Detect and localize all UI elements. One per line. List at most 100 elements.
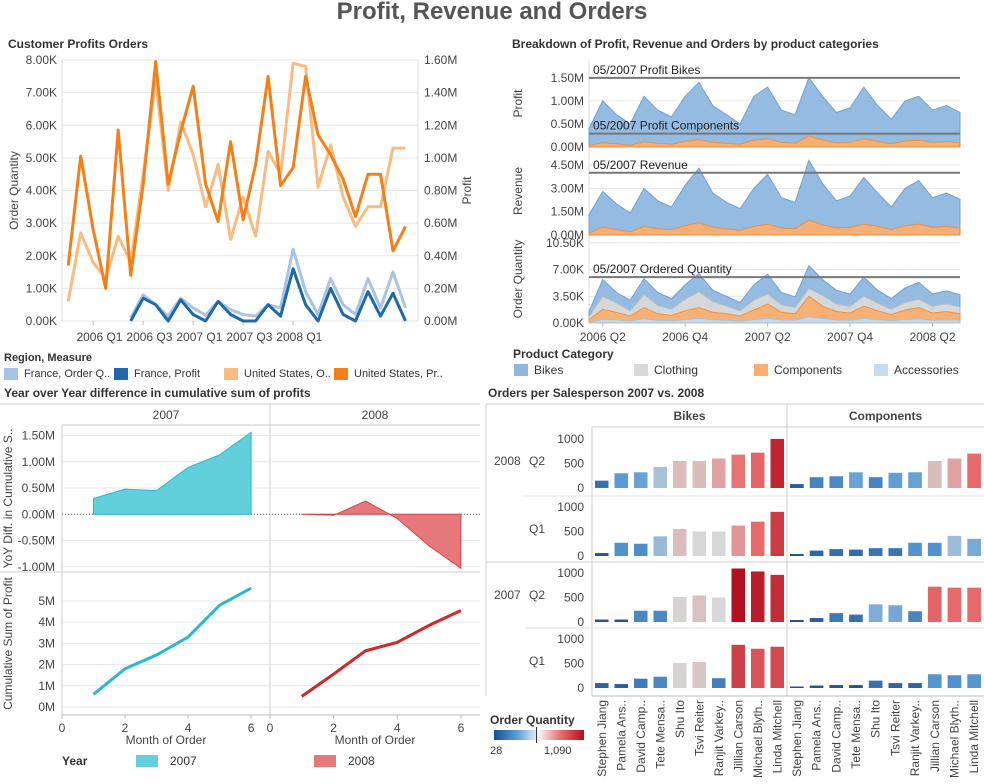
- row-axis-title: Revenue: [511, 167, 525, 215]
- facet-header: 2007: [153, 408, 180, 422]
- y-axis-title: Order Quantity: [7, 151, 21, 230]
- bar-components: [809, 477, 824, 488]
- x-tick-label: 2008 Q2: [909, 330, 955, 344]
- legend-swatch: [334, 368, 348, 380]
- legend-item-us-order[interactable]: United States, O..: [224, 368, 331, 380]
- y-tick-label: 500: [564, 456, 584, 470]
- y2-tick-label: 0.60M: [424, 216, 457, 230]
- x-tick-label: 2007 Q1: [176, 330, 222, 344]
- legend-label: United States, O..: [244, 368, 331, 380]
- legend-swatch: [754, 364, 768, 376]
- bar-components: [849, 685, 863, 688]
- y-tick-label: 1.00K: [26, 281, 57, 295]
- bar-bikes: [614, 684, 628, 688]
- breakdown-panel-title: Breakdown of Profit, Revenue and Orders …: [512, 37, 879, 51]
- bar-components: [888, 605, 903, 622]
- bar-bikes: [692, 461, 706, 488]
- gradient-marker: [536, 727, 537, 743]
- bar-components: [888, 683, 903, 688]
- reference-line-label: 05/2007 Profit Components: [593, 119, 739, 133]
- salesperson-panel-title: Orders per Salesperson 2007 vs. 2008: [488, 386, 705, 400]
- y2-tick-label: 1.00M: [424, 151, 457, 165]
- bar-components: [927, 586, 942, 622]
- legend-label: Bikes: [534, 363, 564, 377]
- bar-components: [829, 613, 844, 622]
- y-tick-label: 0.00M: [22, 507, 55, 521]
- legend-item-clothing[interactable]: Clothing: [634, 363, 698, 377]
- bar-bikes: [614, 542, 628, 556]
- legend-item-us-profit[interactable]: United States, Pr..: [334, 368, 443, 380]
- bar-bikes: [595, 480, 609, 488]
- bar-bikes: [614, 473, 628, 488]
- yoy-chart[interactable]: 2007 2008 -1.00M -0.50M 0.00M 0.50M 1.00M 1.50M…: [0, 0, 480, 784]
- legend-item-france-profit[interactable]: France, Profit: [114, 368, 200, 380]
- legend-label: France, Profit: [134, 368, 201, 380]
- bar-bikes: [614, 619, 628, 622]
- bar-components: [868, 548, 883, 556]
- legend-swatch: [136, 755, 158, 767]
- bar-bikes: [673, 662, 687, 688]
- bar-components: [967, 453, 981, 488]
- y-tick-label: 500: [564, 590, 584, 604]
- y-tick-label: 1.50M: [22, 429, 55, 443]
- y-tick-label: 500: [564, 656, 584, 670]
- bar-bikes: [634, 610, 648, 622]
- bar-components: [908, 472, 922, 488]
- legend-item-components[interactable]: Components: [754, 363, 842, 377]
- y-tick-label: 5M: [38, 594, 55, 608]
- legend-label: 2008: [348, 754, 375, 768]
- yoy-area-2007: [92, 431, 252, 515]
- legend-label: Accessories: [894, 363, 959, 377]
- legend-item-france-order[interactable]: France, Order Q..: [4, 368, 110, 380]
- column-header: Bikes: [673, 409, 705, 423]
- y-tick-label: 0M: [38, 700, 55, 714]
- y2-tick-label: 0.00M: [424, 314, 457, 328]
- bar-components: [790, 686, 804, 688]
- bar-components: [809, 685, 824, 688]
- y-tick-label: 3M: [38, 636, 55, 650]
- bar-bikes: [653, 676, 667, 688]
- y2-tick-label: 0.80M: [424, 184, 457, 198]
- reference-line-label: 05/2007 Ordered Quantity: [593, 262, 732, 276]
- bar-components: [908, 683, 922, 688]
- salesperson-label: Michael Blyth..: [947, 700, 961, 778]
- region-measure-legend-title: Region, Measure: [4, 352, 93, 364]
- y-tick-label: 4.00K: [26, 184, 57, 198]
- y-tick-label: 500: [564, 524, 584, 538]
- legend-label: Components: [774, 363, 843, 377]
- bar-components: [829, 685, 844, 688]
- legend-item-bikes[interactable]: Bikes: [514, 363, 563, 377]
- y2-tick-label: 0.20M: [424, 281, 457, 295]
- x-tick-label: 2008 Q1: [276, 330, 322, 344]
- y-tick-label: 1.50M: [551, 205, 584, 219]
- series-line-france-profit: [129, 267, 407, 323]
- reference-line-label: 05/2007 Profit Bikes: [593, 63, 700, 77]
- area-components-revenue: [588, 219, 961, 236]
- x-tick-label: 4: [394, 721, 401, 735]
- y-tick-label: 10.50K: [546, 236, 584, 250]
- salesperson-label: Jillian Carson: [928, 700, 942, 772]
- y-tick-label: 1.00M: [22, 455, 55, 469]
- legend-item-2008[interactable]: 2008: [314, 754, 375, 768]
- breakdown-chart[interactable]: 0.00M 0.50M 1.00M 1.50M 05/2007 Profit Bikes…: [480, 0, 984, 345]
- legend-swatch: [4, 368, 18, 380]
- bar-components: [947, 535, 962, 556]
- bar-bikes: [731, 454, 745, 488]
- legend-item-accessories[interactable]: Accessories: [874, 363, 959, 377]
- bar-bikes: [770, 574, 784, 622]
- bar-bikes: [731, 644, 745, 688]
- legend-item-2007[interactable]: 2007: [136, 754, 197, 768]
- bar-components: [829, 549, 844, 556]
- y-tick-label: 1M: [38, 679, 55, 693]
- salesperson-label: Ranjit Varkey..: [712, 700, 726, 776]
- salesperson-label: David Camp..: [829, 700, 843, 773]
- reference-line-label: 05/2007 Revenue: [593, 158, 688, 172]
- yoy-panel-title: Year over Year difference in cumulative …: [4, 386, 311, 400]
- bar-components: [967, 538, 981, 556]
- x-tick-label: 2006 Q3: [126, 330, 172, 344]
- customer-profits-chart[interactable]: 0.00K 1.00K 2.00K 3.00K 4.00K 5.00K 6.00K 7.00K…: [0, 0, 480, 345]
- y-tick-label: 1000: [557, 632, 584, 646]
- x-tick-label: 2006 Q4: [662, 330, 708, 344]
- y2-tick-label: 1.40M: [424, 86, 457, 100]
